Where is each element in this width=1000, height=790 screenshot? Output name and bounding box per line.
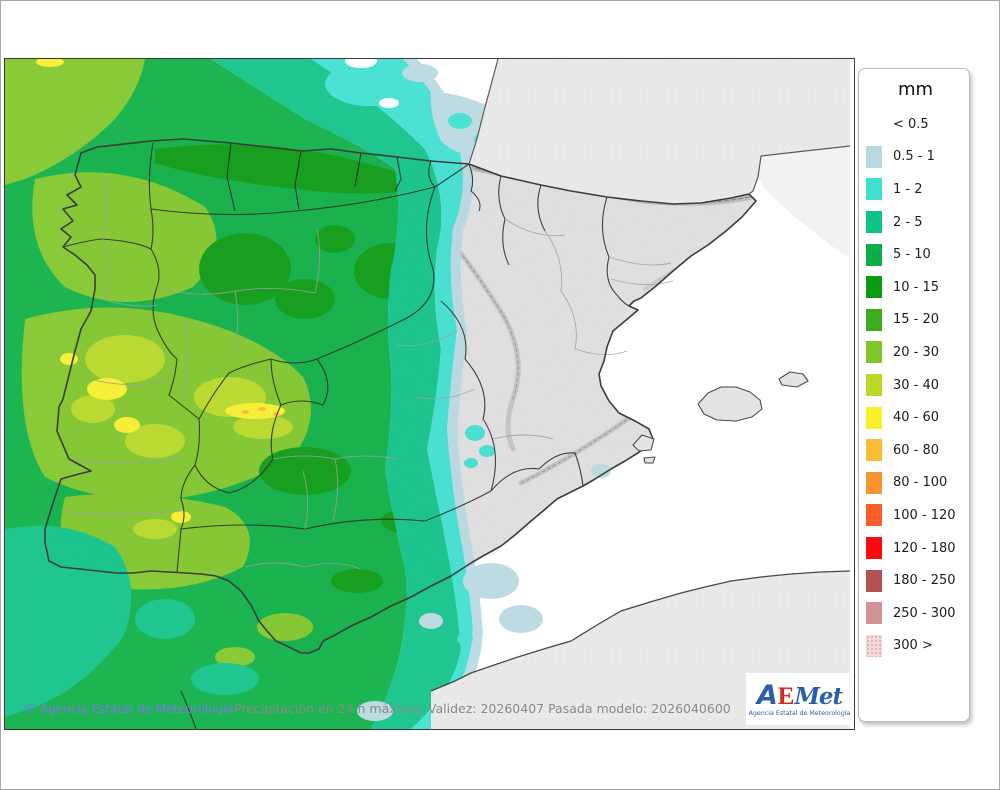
region-borders <box>62 142 630 729</box>
iberia-coastline <box>44 138 757 654</box>
legend-label: < 0.5 <box>893 116 929 132</box>
gulf-of-lion-sea <box>758 146 850 259</box>
legend-row: 1 - 2 <box>866 173 965 206</box>
legend-label: 2 - 5 <box>893 214 923 230</box>
legend-row: 180 - 250 <box>866 564 965 597</box>
legend-row: 100 - 120 <box>866 499 965 532</box>
legend-row: 2 - 5 <box>866 206 965 239</box>
legend-swatch <box>866 439 882 462</box>
legend-swatch <box>866 211 882 234</box>
legend-label: 15 - 20 <box>893 312 940 328</box>
legend-swatch <box>866 374 882 397</box>
legend-label: 300 > <box>893 638 933 654</box>
precip-orange-60-80 <box>241 407 279 416</box>
map-svg <box>5 59 854 729</box>
aemet-logo: A E Met Agencia Estatal de Meteorología <box>746 673 853 725</box>
legend-row: 15 - 20 <box>866 304 965 337</box>
formentera-island <box>643 456 656 464</box>
legend-row: 120 - 180 <box>866 532 965 565</box>
mallorca-island <box>697 386 763 422</box>
legend-label: 250 - 300 <box>893 605 956 621</box>
legend-swatch <box>866 243 882 266</box>
legend-swatch <box>866 341 882 364</box>
legend-label: 5 - 10 <box>893 247 931 263</box>
validity-caption: Precipitación en 24 h máxima. Validez: 2… <box>234 701 731 716</box>
legend-swatch <box>866 406 882 429</box>
legend-row: 250 - 300 <box>866 597 965 630</box>
legend-row: 80 - 100 <box>866 467 965 500</box>
legend-swatch <box>866 504 882 527</box>
legend-swatch <box>866 308 882 331</box>
legend-label: 10 - 15 <box>893 279 940 295</box>
legend-swatch <box>866 178 882 201</box>
legend-row: < 0.5 <box>866 108 965 141</box>
legend-label: 20 - 30 <box>893 344 940 360</box>
africa-land <box>430 570 851 729</box>
copyright-caption: © Agencia Estatal de Meteorología <box>24 702 234 716</box>
legend-label: 120 - 180 <box>893 540 956 556</box>
legend-row: 300 > <box>866 630 965 663</box>
legend-label: 80 - 100 <box>893 475 948 491</box>
balearic-islands <box>632 371 809 464</box>
legend-label: 60 - 80 <box>893 442 940 458</box>
province-borders <box>60 178 674 570</box>
legend-swatch <box>866 276 882 299</box>
menorca-island <box>778 371 809 388</box>
legend-swatch <box>866 145 882 168</box>
legend-title: mm <box>897 79 934 100</box>
france-land <box>469 59 850 259</box>
logo-letters-met: Met <box>794 682 843 710</box>
precip-teal-2-5 <box>5 59 461 729</box>
legend-entries: < 0.5 0.5 - 1 1 - 2 2 - 5 5 - 10 10 - 15 15 - … <box>866 108 965 662</box>
france-coastline <box>468 59 851 195</box>
logo-letter-a: A <box>756 679 778 711</box>
africa-coastline <box>430 570 851 692</box>
legend-panel: mm < 0.5 0.5 - 1 1 - 2 2 - 5 5 - 10 10 - 15 15… <box>858 68 970 722</box>
map-panel: © Agencia Estatal de Meteorología Precip… <box>4 58 855 730</box>
legend-row: 40 - 60 <box>866 401 965 434</box>
legend-row: 30 - 40 <box>866 369 965 402</box>
legend-swatch <box>866 569 882 592</box>
aemet-logo-wordmark: A E Met <box>756 679 843 711</box>
morocco-coastline <box>180 690 197 729</box>
legend-row: 10 - 15 <box>866 271 965 304</box>
legend-row: 20 - 30 <box>866 336 965 369</box>
legend-label: 0.5 - 1 <box>893 149 935 165</box>
legend-label: 40 - 60 <box>893 410 940 426</box>
legend-label: 180 - 250 <box>893 573 956 589</box>
precip-dry-gaps <box>345 59 399 108</box>
legend-swatch <box>866 602 882 625</box>
legend-swatch <box>866 537 882 560</box>
legend-label: 30 - 40 <box>893 377 940 393</box>
legend-swatch <box>866 634 882 657</box>
logo-letter-e: E <box>777 682 795 710</box>
legend-label: 1 - 2 <box>893 181 923 197</box>
ibiza-island <box>632 434 655 452</box>
aemet-logo-subtitle: Agencia Estatal de Meteorología <box>748 709 851 717</box>
legend-row: 0.5 - 1 <box>866 141 965 174</box>
legend-swatch <box>866 471 882 494</box>
precip-yellow-40-60 <box>36 59 285 523</box>
legend-row: 60 - 80 <box>866 434 965 467</box>
precip-cyan-1-2 <box>311 59 473 729</box>
legend-row: 5 - 10 <box>866 238 965 271</box>
legend-label: 100 - 120 <box>893 507 956 523</box>
